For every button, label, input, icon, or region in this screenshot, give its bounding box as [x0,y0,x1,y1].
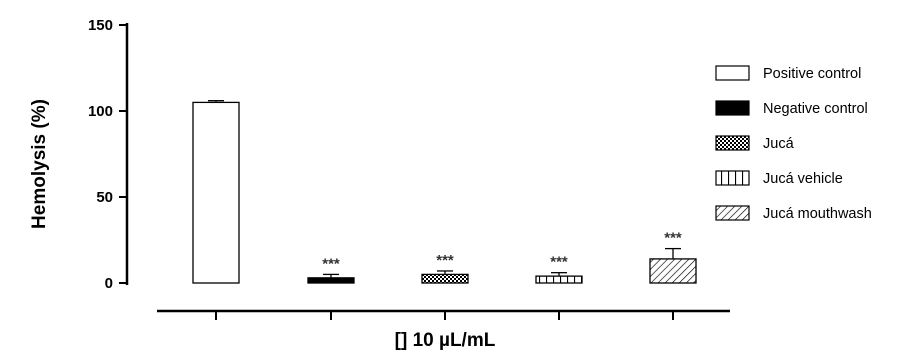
legend-swatch-positive-control [715,65,750,81]
x-axis-title: [] 10 µL/mL [395,330,496,351]
x-axis-ticks [215,311,674,320]
legend-swatch-negative-control [715,100,750,116]
y-tick-labels: 150 100 50 0 [88,17,113,292]
legend-label: Jucá [763,136,795,152]
significance-label: *** [322,255,340,272]
y-tick-label: 0 [105,275,113,292]
significance-label: *** [550,254,568,271]
legend-label: Negative control [763,101,868,117]
bar-juca [421,273,469,284]
y-axis-ticks [119,24,127,284]
legend-label: Jucá mouthwash [763,206,872,222]
bar-juca-vehicle [535,275,583,284]
bar-negative-control [307,277,355,284]
y-tick-label: 100 [88,103,113,120]
bar-positive-control [192,101,240,284]
significance-label: *** [436,252,454,269]
legend-swatch-juca-mouthwash [715,205,750,221]
legend-swatch-juca [715,135,750,151]
bars: *** *** *** *** [192,100,697,284]
y-tick-label: 50 [96,189,113,206]
legend-label: Positive control [763,66,861,82]
y-axis-title: Hemolysis (%) [29,99,50,229]
significance-label: *** [664,230,682,247]
legend-swatch-juca-vehicle [715,170,750,186]
legend: Positive control Negative control Jucá Jucá… [715,65,872,222]
bar-juca-mouthwash [649,258,697,284]
legend-label: Jucá vehicle [763,171,843,187]
y-tick-label: 150 [88,17,113,34]
